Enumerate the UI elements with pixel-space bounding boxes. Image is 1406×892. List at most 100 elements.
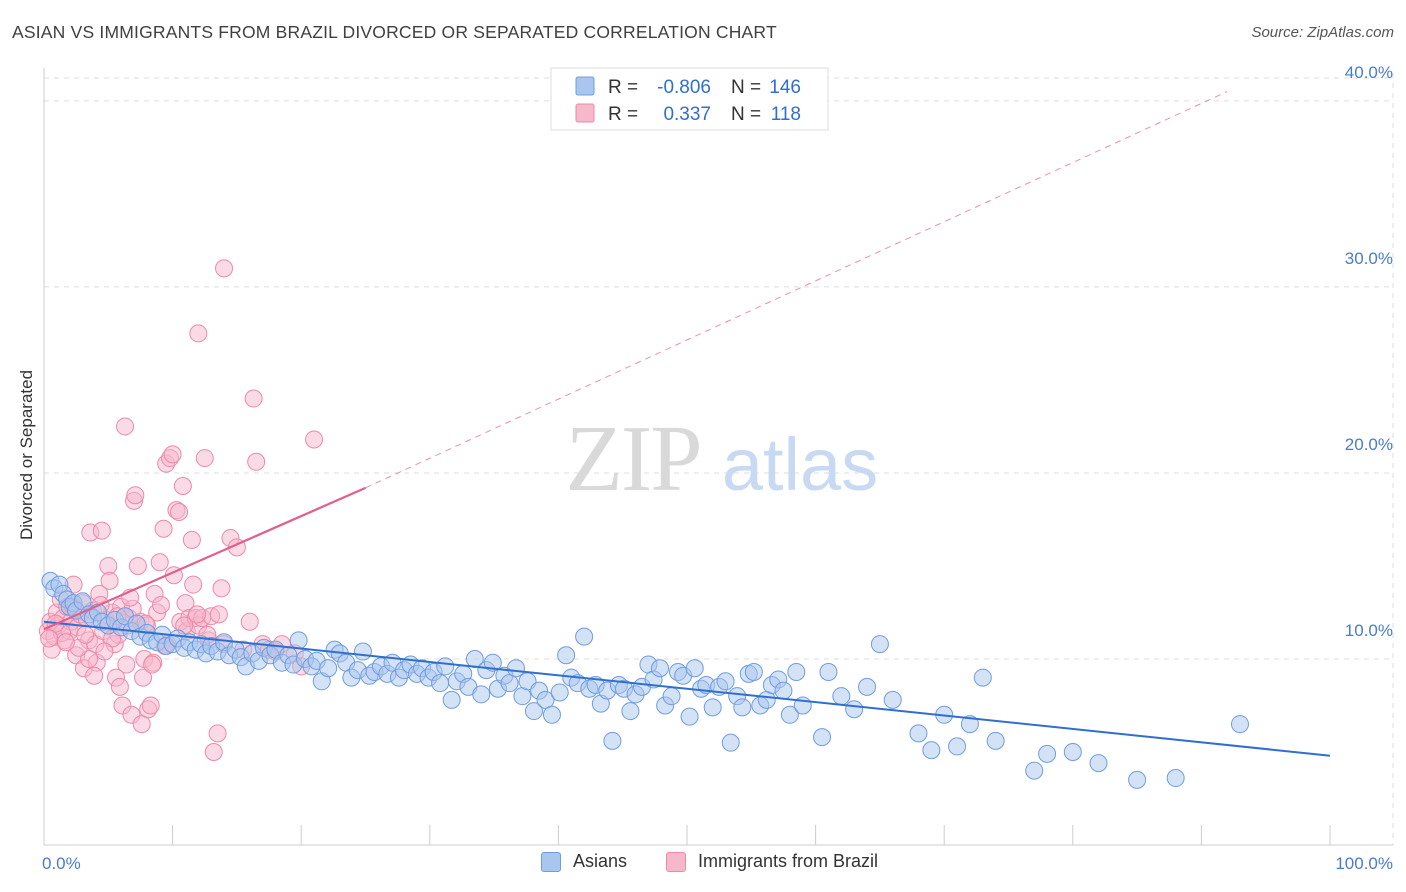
asians-point xyxy=(680,707,699,726)
asians-point xyxy=(1230,715,1249,734)
asians-point xyxy=(1089,754,1108,773)
tick-labels: 10.0% 20.0% 30.0% 40.0% 0.0% 100.0% xyxy=(42,63,1393,873)
asians-point xyxy=(536,690,555,709)
brazil-point xyxy=(150,553,169,572)
brazil-point xyxy=(209,605,228,624)
asians-point xyxy=(621,702,640,721)
brazil-point xyxy=(132,715,151,734)
asians-point xyxy=(500,674,519,693)
asians-point xyxy=(744,662,763,681)
brazil-point xyxy=(56,633,75,652)
source-credit: Source: ZipAtlas.com xyxy=(1251,24,1394,41)
asians-point xyxy=(603,731,622,750)
brazil-point xyxy=(204,742,223,761)
asians-trend-line xyxy=(43,620,1331,757)
asians-point xyxy=(1025,761,1044,780)
asians-point xyxy=(922,741,941,760)
legend-swatch-asians xyxy=(575,76,595,96)
asians-point xyxy=(662,687,681,706)
asians-point xyxy=(883,690,902,709)
y-tick-label: 10.0% xyxy=(1345,621,1393,640)
asians-point xyxy=(858,677,877,696)
asians-point xyxy=(557,646,576,665)
brazil-point xyxy=(116,417,135,436)
asians-point xyxy=(542,705,561,724)
legend-asians-r-value: -0.806 xyxy=(657,77,711,98)
asians-point xyxy=(716,672,735,691)
asians-point xyxy=(733,698,752,717)
brazil-point xyxy=(173,476,192,495)
asians-point xyxy=(431,674,450,693)
bottom-legend-brazil: Immigrants from Brazil xyxy=(666,851,878,872)
legend-brazil-r-value: 0.337 xyxy=(663,104,711,125)
asians-point xyxy=(1128,770,1147,789)
asians-point xyxy=(819,662,838,681)
brazil-point xyxy=(110,677,129,696)
brazil-point xyxy=(40,629,59,648)
brazil-point xyxy=(85,666,104,685)
asians-point xyxy=(703,698,722,717)
y-tick-label: 40.0% xyxy=(1345,63,1393,82)
asians-point xyxy=(870,635,889,654)
brazil-point xyxy=(195,449,214,468)
brazil-point xyxy=(143,655,162,674)
bottom-legend: Asians Immigrants from Brazil xyxy=(0,851,1406,879)
asians-point xyxy=(650,659,669,678)
asians-point xyxy=(909,724,928,743)
asians-point xyxy=(685,659,704,678)
legend-asians-n-label: N = xyxy=(731,77,761,98)
asians-point xyxy=(960,715,979,734)
brazil-point xyxy=(95,642,114,661)
x-tick-label-min: 0.0% xyxy=(42,854,81,873)
bottom-legend-label-asians: Asians xyxy=(573,851,628,871)
bottom-legend-asians: Asians xyxy=(541,851,627,872)
legend-asians-r-label: R = xyxy=(608,77,638,98)
brazil-point xyxy=(305,430,324,449)
brazil-trend-line-solid xyxy=(43,486,366,631)
asians-point xyxy=(575,627,594,646)
legend-brazil-n-label: N = xyxy=(731,104,761,125)
asians-point xyxy=(506,659,525,678)
brazil-point xyxy=(152,596,171,615)
brazil-points xyxy=(38,259,324,761)
brazil-point xyxy=(212,579,231,598)
brazil-point xyxy=(134,668,153,687)
brazil-point xyxy=(128,556,147,575)
chart-title: ASIAN VS IMMIGRANTS FROM BRAZIL DIVORCED… xyxy=(12,22,777,42)
watermark-zip: ZIP xyxy=(566,407,701,511)
asians-point xyxy=(524,702,543,721)
asians-point xyxy=(774,681,793,700)
legend-brazil-n-value: 118 xyxy=(771,104,801,125)
correlation-legend: R = -0.806 N = 146 R = 0.337 N = 118 xyxy=(550,67,829,131)
bottom-legend-swatch-brazil xyxy=(666,851,686,872)
asians-point xyxy=(436,657,455,676)
trend-lines xyxy=(43,91,1331,757)
axes xyxy=(43,68,1393,846)
bottom-legend-label-brazil: Immigrants from Brazil xyxy=(698,851,879,871)
asians-point xyxy=(1063,742,1082,761)
brazil-point xyxy=(215,259,234,278)
asians-point xyxy=(472,685,491,704)
y-tick-label: 20.0% xyxy=(1345,435,1393,454)
asians-point xyxy=(948,737,967,756)
brazil-point xyxy=(182,530,201,549)
brazil-point xyxy=(92,521,111,540)
asians-point xyxy=(845,700,864,719)
asians-point xyxy=(1038,744,1057,763)
gridlines xyxy=(44,73,1394,845)
watermark: ZIP atlas xyxy=(566,407,879,511)
asians-point xyxy=(986,731,1005,750)
asians-point xyxy=(353,642,372,661)
asians-point xyxy=(289,631,308,650)
asians-point xyxy=(832,687,851,706)
brazil-point xyxy=(184,575,203,594)
y-axis-title: Divorced or Separated xyxy=(17,370,36,540)
bottom-legend-swatch-asians xyxy=(541,851,561,872)
asians-point xyxy=(780,705,799,724)
brazil-point xyxy=(247,452,266,471)
brazil-point xyxy=(240,612,259,631)
brazil-point xyxy=(188,605,207,624)
y-tick-label: 30.0% xyxy=(1345,249,1393,268)
brazil-point xyxy=(163,445,182,464)
brazil-point xyxy=(141,696,160,715)
